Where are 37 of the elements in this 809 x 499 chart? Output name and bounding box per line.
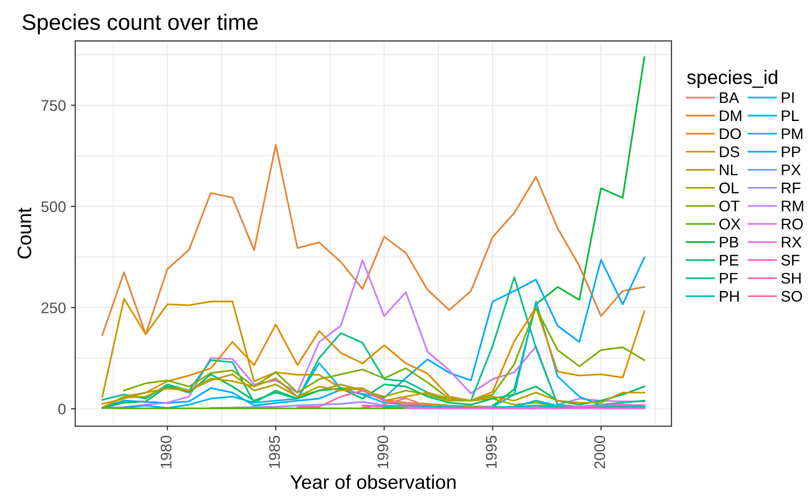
x-tick-label: 1980: [160, 436, 172, 468]
x-tick-label: 1985: [269, 436, 280, 468]
y-tick-label: 500: [41, 201, 66, 212]
legend-label: RO: [782, 218, 803, 230]
legend-label: RM: [782, 200, 804, 212]
legend-label: OL: [719, 182, 739, 194]
legend-label: SO: [781, 290, 802, 302]
legend-title: species_id: [687, 70, 778, 88]
legend-label: RF: [782, 182, 800, 194]
y-tick-label: 250: [41, 302, 66, 314]
x-tick-label: 1995: [486, 436, 497, 468]
y-axis-title: Count: [18, 208, 32, 258]
y-tick-label: 0: [58, 404, 66, 414]
legend-label: PE: [720, 254, 738, 266]
legend-label: SF: [781, 254, 800, 266]
legend-label: DM: [720, 110, 742, 121]
legend-label: PX: [782, 164, 801, 176]
x-tick-label: 1990: [377, 436, 388, 468]
legend-label: PI: [782, 92, 794, 103]
legend-label: PP: [782, 146, 800, 158]
x-axis-title: Year of observation: [290, 474, 456, 489]
legend-label: DS: [720, 146, 740, 158]
legend-label: SH: [781, 272, 801, 284]
y-tick-label: 750: [42, 100, 66, 111]
x-tick-label: 2000: [594, 436, 606, 468]
legend-label: RX: [782, 236, 802, 248]
legend-label: PM: [782, 128, 802, 140]
legend-label: BA: [720, 92, 740, 103]
legend-label: PB: [720, 236, 738, 248]
legend-label: NL: [720, 164, 738, 176]
legend-label: PL: [782, 110, 799, 121]
chart-title: Species count over time: [22, 14, 258, 34]
legend-label: PH: [720, 291, 739, 302]
legend-label: OT: [719, 200, 740, 212]
legend-label: PF: [720, 272, 738, 284]
legend-label: DO: [720, 128, 741, 140]
legend-label: OX: [719, 218, 740, 230]
